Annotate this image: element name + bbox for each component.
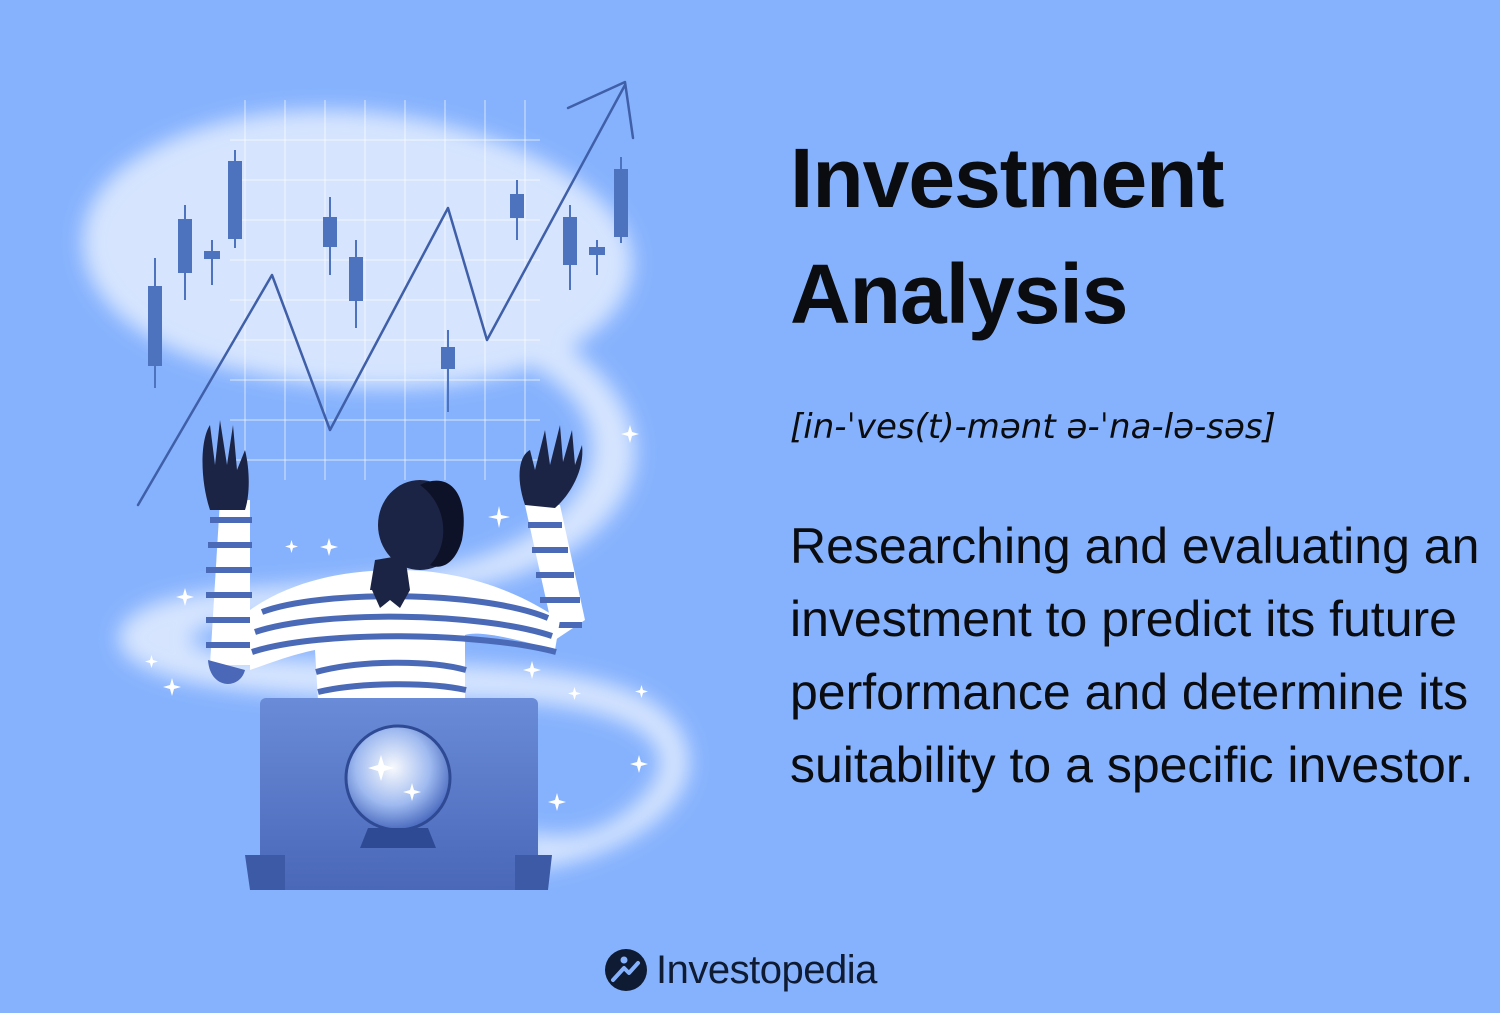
right-arm xyxy=(519,425,585,640)
definition-text: Researching and evaluating an investment… xyxy=(790,518,1480,793)
brand-logo: Investopedia xyxy=(604,945,877,995)
crystal-ball-icon xyxy=(344,724,452,848)
brand-name: Investopedia xyxy=(656,947,877,992)
left-arm xyxy=(202,420,252,684)
sparkle-icon xyxy=(145,425,648,811)
investopedia-logo-icon xyxy=(605,949,647,991)
hair xyxy=(420,480,464,567)
page-title: Investment Analysis xyxy=(790,131,1224,341)
striped-shirt xyxy=(250,570,560,700)
trend-arrow-icon xyxy=(136,80,635,507)
person-figure xyxy=(202,420,585,700)
candlestick-icon xyxy=(148,150,628,412)
pronunciation: [in-ˈves(t)-mənt ə-ˈna-lə-səs] xyxy=(790,407,1276,447)
hero-illustration xyxy=(82,80,690,890)
